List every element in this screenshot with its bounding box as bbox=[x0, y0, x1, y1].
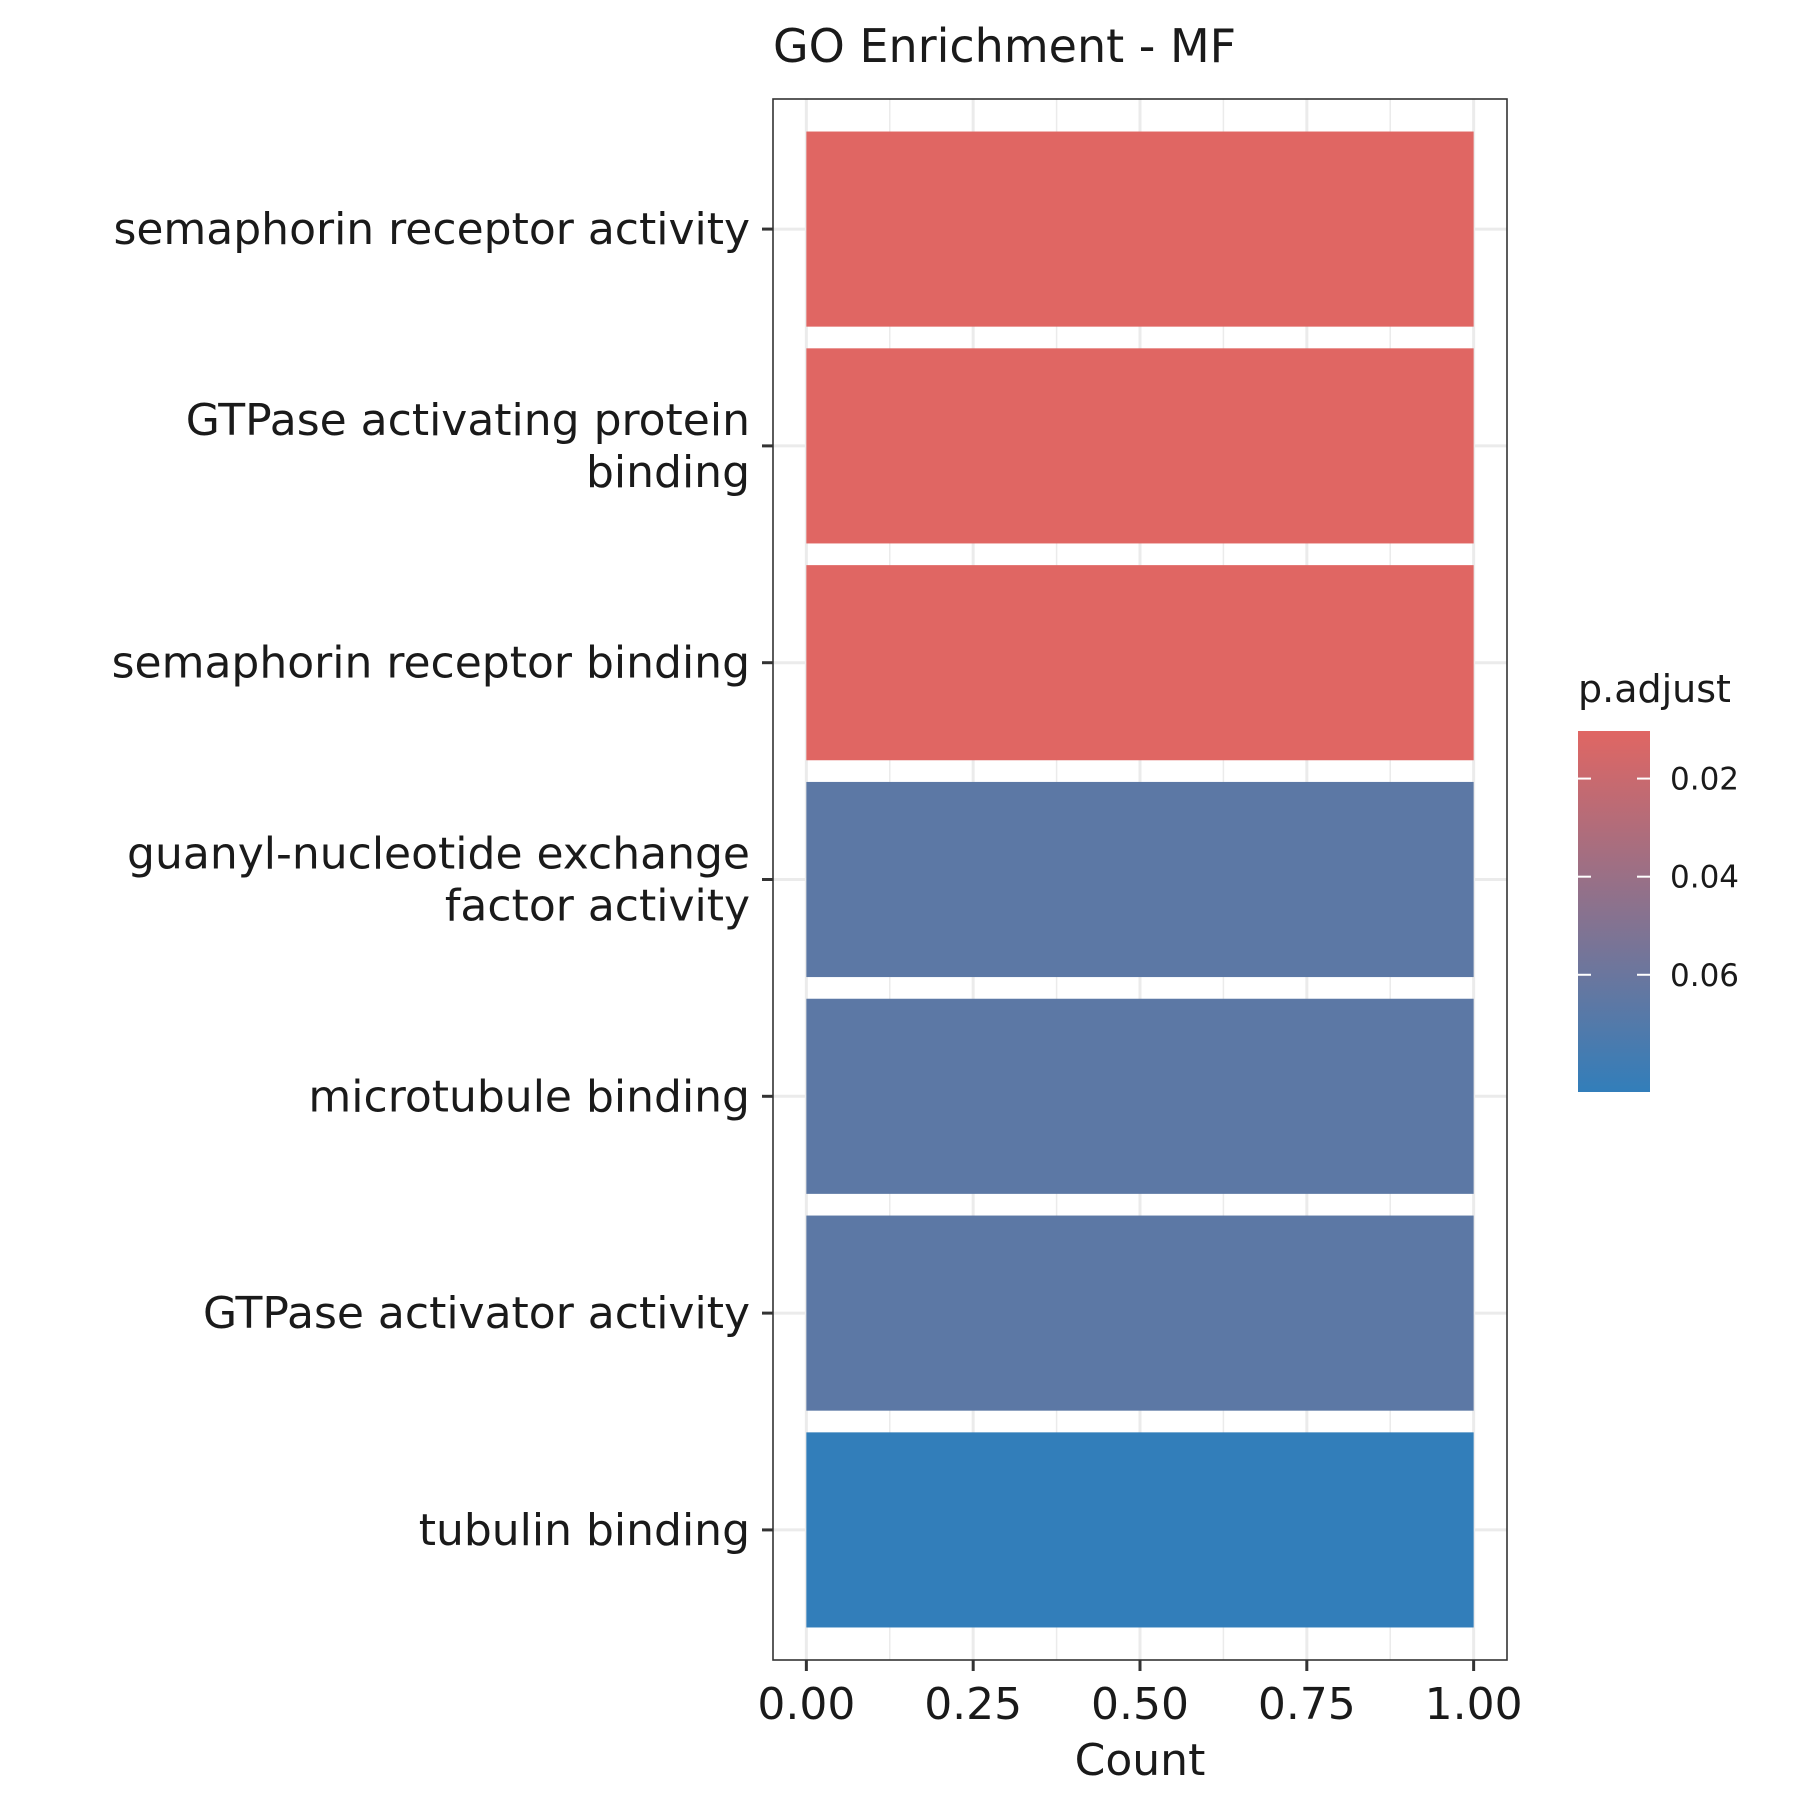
x-tick-label: 1.00 bbox=[1425, 1679, 1523, 1730]
bar bbox=[806, 1432, 1474, 1628]
x-tick-label: 0.50 bbox=[1091, 1679, 1189, 1730]
x-tick-label: 0.75 bbox=[1258, 1679, 1356, 1730]
y-tick-label: factor activity bbox=[445, 881, 750, 932]
legend-colorbar bbox=[1578, 731, 1650, 1092]
bar bbox=[806, 1215, 1474, 1411]
y-tick-label: semaphorin receptor binding bbox=[112, 638, 750, 689]
bar bbox=[806, 781, 1474, 978]
y-tick-label: GTPase activator activity bbox=[203, 1288, 750, 1339]
x-tick-label: 0.00 bbox=[757, 1679, 855, 1730]
legend: p.adjust 0.02 0.04 0.06 bbox=[1578, 667, 1739, 1092]
y-tick-label: tubulin binding bbox=[419, 1505, 750, 1556]
bar bbox=[806, 131, 1474, 327]
bar bbox=[806, 348, 1474, 544]
y-tick-label: binding bbox=[586, 447, 750, 498]
legend-tick-label: 0.02 bbox=[1670, 762, 1739, 798]
chart-title: GO Enrichment - MF bbox=[773, 19, 1236, 73]
x-axis: 0.00 0.25 0.50 0.75 1.00 bbox=[757, 1660, 1523, 1730]
bar-layer bbox=[806, 131, 1474, 1628]
x-axis-title: Count bbox=[1075, 1735, 1206, 1786]
legend-ticks: 0.02 0.04 0.06 bbox=[1578, 762, 1739, 994]
x-tick-label: 0.25 bbox=[924, 1679, 1022, 1730]
y-tick-label: microtubule binding bbox=[308, 1071, 750, 1122]
y-tick-label: guanyl-nucleotide exchange bbox=[127, 829, 750, 880]
bar bbox=[806, 998, 1474, 1194]
bar bbox=[806, 565, 1474, 761]
legend-tick-label: 0.04 bbox=[1670, 860, 1739, 896]
y-axis: semaphorin receptor activity GTPase activ… bbox=[112, 204, 773, 1556]
y-tick-label: semaphorin receptor activity bbox=[113, 204, 750, 255]
legend-title: p.adjust bbox=[1578, 667, 1731, 711]
legend-tick-label: 0.06 bbox=[1670, 958, 1739, 994]
y-tick-label: GTPase activating protein bbox=[186, 395, 750, 446]
